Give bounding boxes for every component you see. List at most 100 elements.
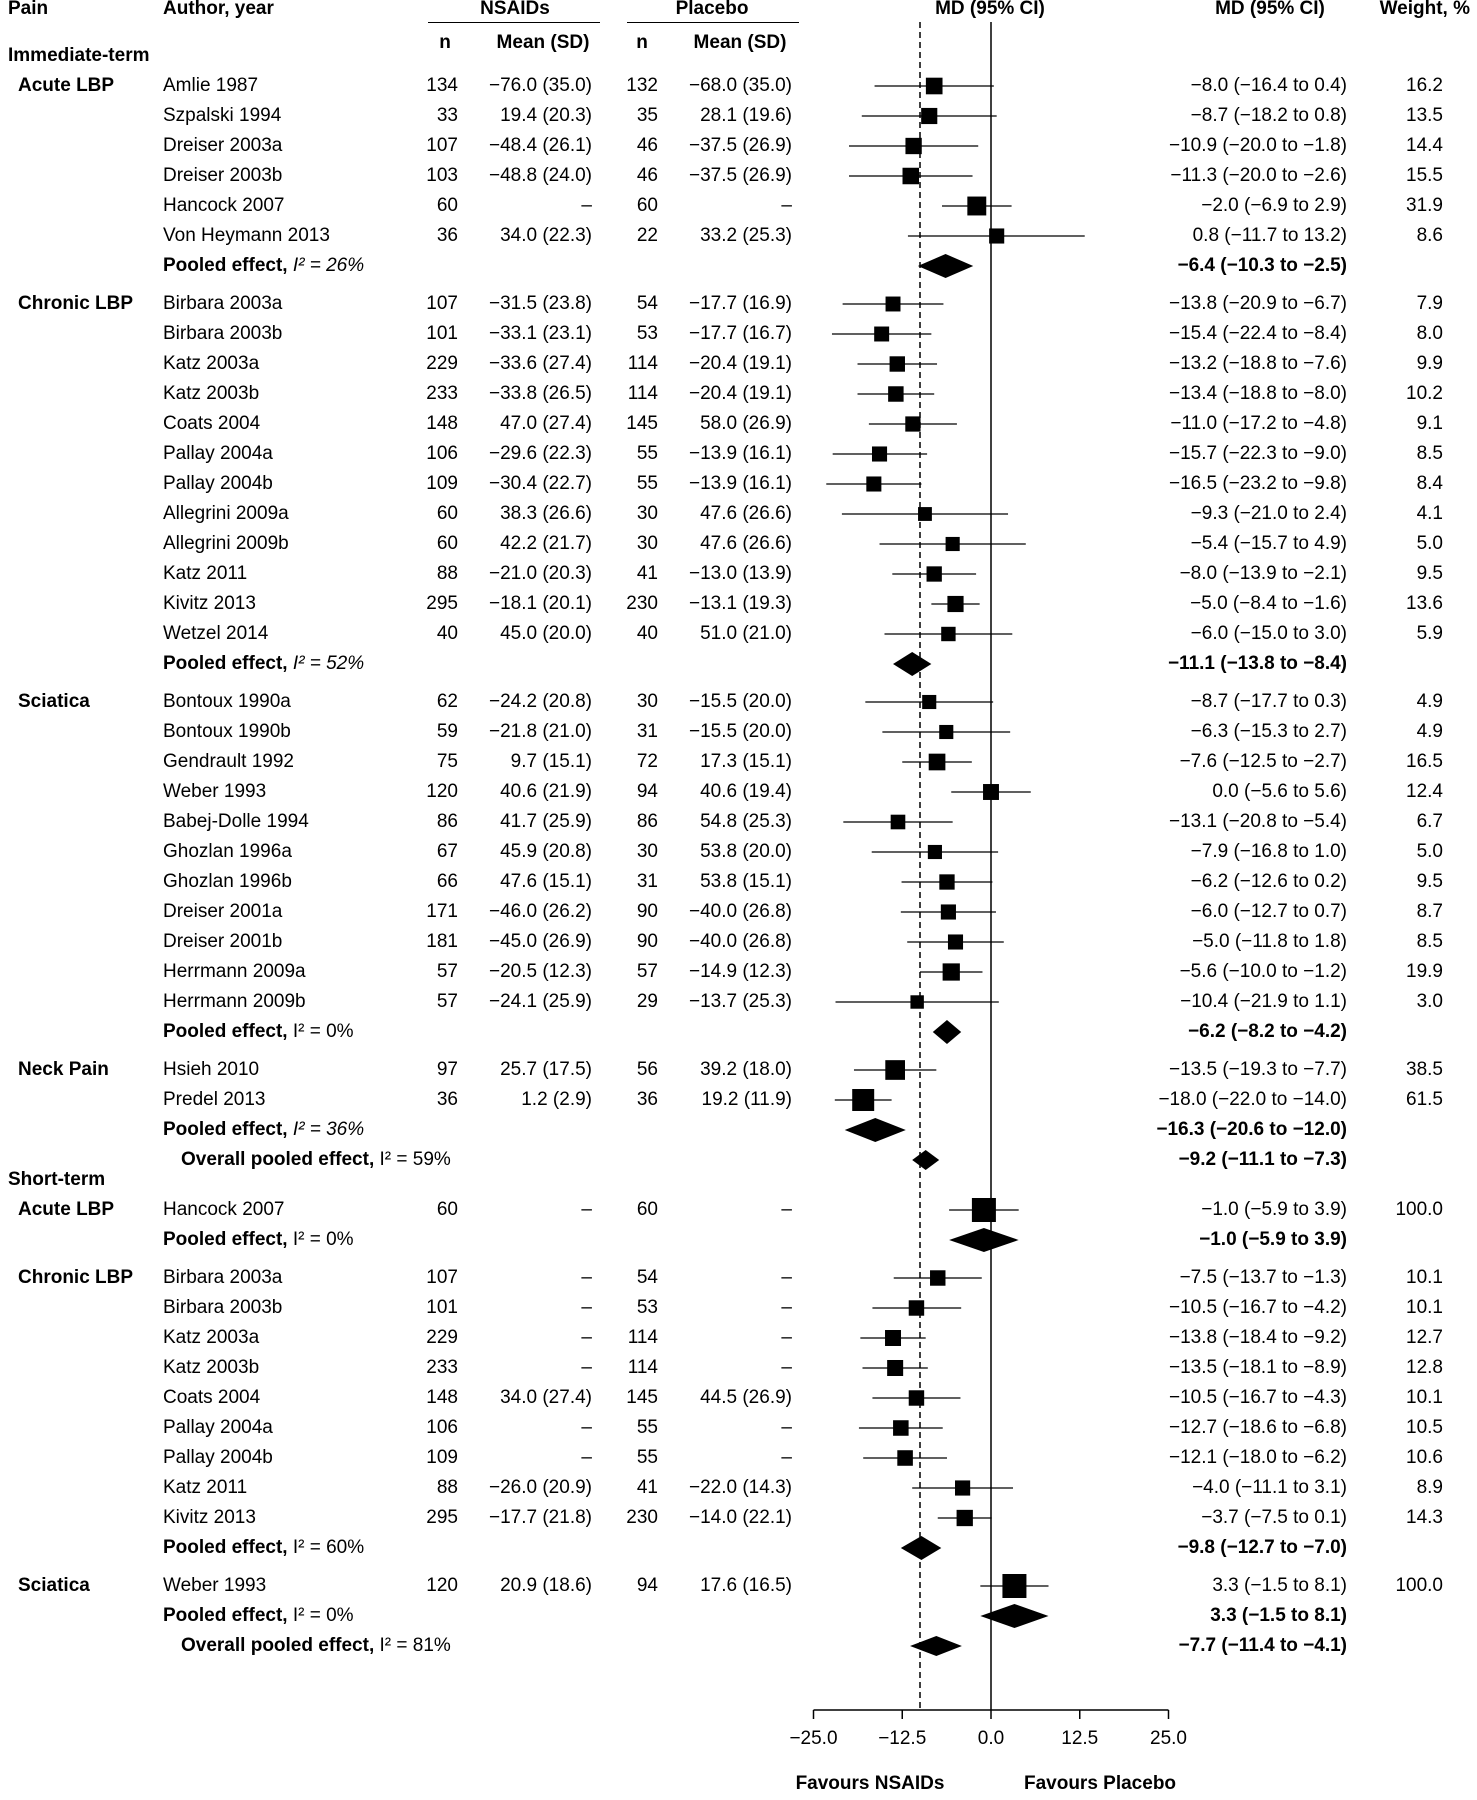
nsaids-n: 33 <box>436 105 458 126</box>
placebo-n: 30 <box>636 691 658 712</box>
study-author: Pallay 2004a <box>163 443 273 464</box>
nsaids-mean-sd: 40.6 (21.9) <box>500 781 592 802</box>
nsaids-mean-sd: −46.0 (26.2) <box>489 901 592 922</box>
md-ci-text: 0.0 (−5.6 to 5.6) <box>1212 781 1347 802</box>
md-ci-text: −13.8 (−18.4 to −9.2) <box>1169 1327 1347 1348</box>
i-squared: I² = 59% <box>379 1149 451 1170</box>
weight-value: 12.4 <box>1406 781 1443 802</box>
nsaids-mean-sd: −33.6 (27.4) <box>489 353 592 374</box>
study-author: Predel 2013 <box>163 1089 266 1110</box>
placebo-mean-sd: 47.6 (26.6) <box>700 503 792 524</box>
study-point <box>918 507 932 521</box>
nsaids-mean-sd: −30.4 (22.7) <box>489 473 592 494</box>
study-author: Amlie 1987 <box>163 75 259 96</box>
placebo-mean-sd: 17.6 (16.5) <box>700 1575 792 1596</box>
pooled-text: Pooled effect, <box>163 1229 293 1250</box>
nsaids-n: 148 <box>426 1387 458 1408</box>
md-ci-text: −3.7 (−7.5 to 0.1) <box>1201 1507 1347 1528</box>
weight-value: 14.3 <box>1406 1507 1443 1528</box>
weight-value: 10.1 <box>1406 1387 1443 1408</box>
nsaids-mean-sd: – <box>581 1447 592 1468</box>
nsaids-n: 57 <box>436 961 458 982</box>
placebo-n: 55 <box>636 443 658 464</box>
md-ci-text: −13.4 (−18.8 to −8.0) <box>1169 383 1347 404</box>
placebo-n: 94 <box>636 781 658 802</box>
study-author: Katz 2011 <box>163 563 248 584</box>
placebo-n: 55 <box>636 1447 658 1468</box>
i-squared: I² = 81% <box>379 1635 451 1656</box>
weight-value: 100.0 <box>1395 1575 1443 1596</box>
group-label: Sciatica <box>18 691 90 712</box>
nsaids-mean-sd: −20.5 (12.3) <box>489 961 592 982</box>
placebo-mean-sd: 17.3 (15.1) <box>700 751 792 772</box>
pooled-ci-text: −11.1 (−13.8 to −8.4) <box>1167 653 1347 674</box>
nsaids-mean-sd: −31.5 (23.8) <box>489 293 592 314</box>
weight-value: 10.1 <box>1406 1267 1443 1288</box>
placebo-n: 53 <box>636 1297 658 1318</box>
group-label: Acute LBP <box>18 75 115 96</box>
md-ci-text: −13.5 (−19.3 to −7.7) <box>1169 1059 1347 1080</box>
placebo-n: 57 <box>636 961 658 982</box>
pooled-ci-text: −6.2 (−8.2 to −4.2) <box>1188 1021 1347 1042</box>
md-ci-text: −13.1 (−20.8 to −5.4) <box>1169 811 1347 832</box>
placebo-n: 230 <box>626 593 658 614</box>
placebo-n: 30 <box>636 841 658 862</box>
placebo-mean-sd: −37.5 (26.9) <box>689 135 792 156</box>
study-author: Pallay 2004a <box>163 1417 273 1438</box>
study-point <box>939 874 955 890</box>
placebo-n: 72 <box>636 751 658 772</box>
nsaids-n: 106 <box>426 443 458 464</box>
nsaids-mean-sd: 9.7 (15.1) <box>510 751 592 772</box>
md-ci-text: −6.2 (−12.6 to 0.2) <box>1190 871 1347 892</box>
nsaids-n: 233 <box>426 1357 458 1378</box>
nsaids-n: 67 <box>436 841 458 862</box>
placebo-n: 55 <box>636 1417 658 1438</box>
pooled-ci-text: −6.4 (−10.3 to −2.5) <box>1177 255 1347 276</box>
placebo-n: 60 <box>636 195 658 216</box>
pooled-label: Pooled effect, I² = 0% <box>163 1229 354 1251</box>
group-label: Sciatica <box>18 1575 90 1596</box>
placebo-n: 94 <box>636 1575 658 1596</box>
nsaids-mean-sd: – <box>581 1199 592 1220</box>
weight-value: 9.1 <box>1416 413 1443 434</box>
study-author: Birbara 2003b <box>163 323 283 344</box>
placebo-mean-sd: −20.4 (19.1) <box>689 353 792 374</box>
placebo-mean-sd: 28.1 (19.6) <box>700 105 792 126</box>
placebo-mean-sd: −22.0 (14.3) <box>689 1477 792 1498</box>
nsaids-mean-sd: −24.1 (25.9) <box>489 991 592 1012</box>
placebo-mean-sd: −13.7 (25.3) <box>689 991 792 1012</box>
placebo-mean-sd: −68.0 (35.0) <box>689 75 792 96</box>
weight-value: 12.8 <box>1406 1357 1443 1378</box>
placebo-n: 56 <box>636 1059 658 1080</box>
placebo-n: 29 <box>636 991 658 1012</box>
nsaids-n: 148 <box>426 413 458 434</box>
placebo-n: 36 <box>636 1089 658 1110</box>
header-placebo: Placebo <box>675 0 749 19</box>
placebo-n: 145 <box>626 1387 658 1408</box>
placebo-n: 30 <box>636 533 658 554</box>
placebo-mean-sd: – <box>781 195 792 216</box>
x-tick-label: 25.0 <box>1150 1728 1187 1749</box>
study-point <box>890 814 906 830</box>
weight-value: 13.6 <box>1406 593 1443 614</box>
placebo-n: 40 <box>636 623 658 644</box>
placebo-n: 90 <box>636 931 658 952</box>
md-ci-text: −7.5 (−13.7 to −1.3) <box>1179 1267 1347 1288</box>
nsaids-n: 295 <box>426 1507 458 1528</box>
nsaids-mean-sd: 34.0 (22.3) <box>500 225 592 246</box>
nsaids-mean-sd: 38.3 (26.6) <box>500 503 592 524</box>
header-mean-placebo: Mean (SD) <box>693 32 787 53</box>
placebo-mean-sd: −15.5 (20.0) <box>689 721 792 742</box>
nsaids-mean-sd: 47.6 (15.1) <box>500 871 592 892</box>
pooled-ci-text: −9.8 (−12.7 to −7.0) <box>1177 1537 1347 1558</box>
placebo-mean-sd: −13.0 (13.9) <box>689 563 792 584</box>
x-tick-label: −12.5 <box>878 1728 926 1749</box>
weight-value: 5.0 <box>1416 533 1443 554</box>
weight-value: 100.0 <box>1395 1199 1443 1220</box>
md-ci-text: −7.6 (−12.5 to −2.7) <box>1179 751 1347 772</box>
nsaids-mean-sd: 45.9 (20.8) <box>500 841 592 862</box>
pooled-text: Overall pooled effect, <box>181 1635 380 1656</box>
placebo-n: 230 <box>626 1507 658 1528</box>
md-ci-text: −7.9 (−16.8 to 1.0) <box>1190 841 1347 862</box>
